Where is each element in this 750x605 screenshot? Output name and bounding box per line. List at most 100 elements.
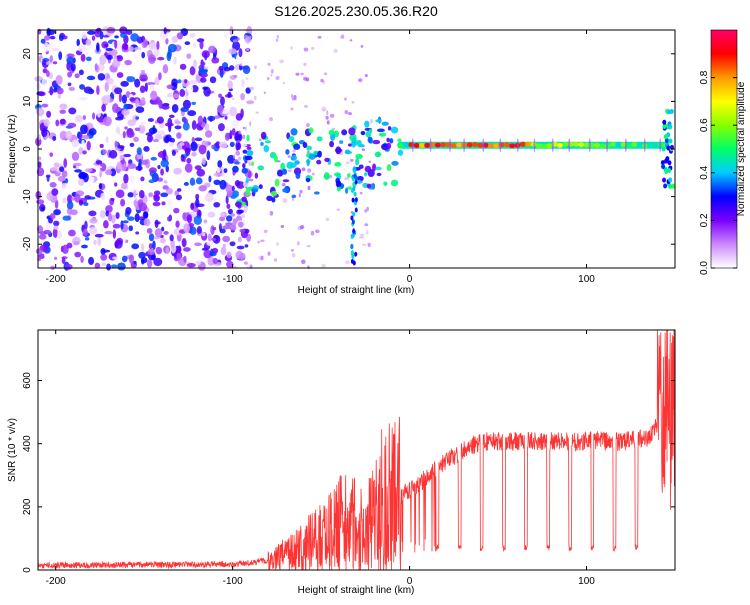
spectrogram-noise-blob: [104, 169, 113, 176]
colorbar-gradient: [711, 30, 737, 268]
spectrogram-noise-blob: [169, 137, 175, 143]
spectrogram-noise-blob: [217, 123, 225, 132]
spectrogram-noise-blob: [326, 110, 329, 116]
spectrogram-noise-blob: [67, 122, 77, 128]
spectrogram-noise-blob: [123, 173, 129, 184]
spectrogram-noise-blob: [114, 35, 119, 39]
spectrogram-noise-blob: [105, 210, 110, 217]
spectrogram-noise-blob: [224, 132, 230, 141]
spectrogram-x-ticks: -200 -100 0 100: [46, 30, 595, 285]
carrier-segment: [594, 142, 601, 148]
spectrogram-noise-blob: [200, 77, 207, 83]
carrier-segment: [572, 141, 579, 147]
spectrogram-transition-blob: [242, 163, 246, 169]
spectrogram-transition-blob: [378, 132, 387, 137]
spectrogram-noise-blob: [189, 226, 197, 235]
spectrogram-x-tick-label: -200: [46, 274, 66, 285]
snr-x-tick-label: -200: [46, 576, 66, 587]
spectrogram-noise-blob: [225, 215, 233, 222]
spectrogram-noise-blob: [290, 107, 294, 111]
spectrogram-noise-blob: [138, 158, 142, 168]
spectrogram-noise-blob: [175, 220, 180, 228]
spectrogram-noise-blob: [116, 72, 124, 78]
spectrogram-noise-blob: [175, 194, 182, 201]
carrier-segment: [403, 141, 410, 147]
spectrogram-noise-blob: [74, 73, 80, 79]
spectrogram-noise-blob: [80, 255, 84, 263]
spectrogram-noise-blob: [305, 77, 310, 82]
spectrogram-noise-blob: [237, 209, 244, 214]
spectrogram-noise-blob: [41, 206, 45, 211]
spectrogram-transition-blob: [367, 136, 373, 144]
spectrogram-noise-blob: [104, 44, 109, 48]
colorbar-tick-label: 0.8: [699, 70, 710, 84]
spectrogram-noise-blob: [229, 241, 236, 247]
carrier-spur: [624, 138, 627, 153]
spectrogram-noise-blob: [183, 255, 187, 263]
spectrogram-noise-blob: [53, 209, 61, 216]
spectrogram-noise-blob: [279, 59, 285, 64]
spectrogram-noise-blob: [43, 59, 47, 66]
spectrogram-noise-blob: [293, 95, 297, 99]
spectrogram-noise-blob: [149, 216, 159, 221]
spectrogram-noise-blob: [248, 178, 254, 182]
spectrogram-noise-blob: [347, 112, 352, 116]
spectrogram-transition-blob: [291, 194, 297, 199]
spectrogram-noise-blob: [148, 42, 157, 50]
spectrogram-noise-blob: [126, 130, 135, 138]
spectrogram-noise-blob: [146, 82, 156, 86]
spectrogram-noise-blob: [344, 109, 349, 115]
spectrogram-transition-blob: [335, 180, 342, 188]
spectrogram-noise-blob: [219, 228, 226, 234]
spectrogram-transition-blob: [302, 142, 308, 149]
spectrogram-noise-blob: [260, 255, 264, 261]
spectrogram-noise-blob: [86, 140, 91, 151]
spectrogram-noise-blob: [123, 153, 132, 158]
spectrogram-noise-blob: [74, 193, 81, 203]
spectrogram-noise-blob: [71, 197, 76, 201]
spectrogram-noise-blob: [225, 184, 233, 193]
spectrogram-noise-blob: [194, 165, 202, 171]
spectrogram-edge-blob: [661, 164, 666, 170]
spectrogram-noise-blob: [290, 249, 294, 252]
spectrogram-noise-blob: [78, 178, 85, 187]
spectrogram-noise-blob: [300, 72, 304, 76]
spectrogram-transition-blob: [352, 228, 356, 234]
spectrogram-transition-blob: [372, 139, 381, 145]
spectrogram-noise-blob: [51, 47, 61, 52]
spectrogram-noise-blob: [38, 234, 47, 240]
spectrogram-noise-blob: [46, 70, 50, 78]
spectrogram-noise-blob: [154, 77, 160, 86]
spectrogram-noise-blob: [36, 199, 45, 205]
carrier-segment: [487, 143, 494, 149]
spectrogram-noise-blob: [110, 168, 117, 177]
spectrogram-noise-blob: [94, 262, 101, 269]
spectrogram-transition-blob: [341, 129, 348, 136]
snr-y-tick-label: 0: [22, 567, 33, 573]
spectrogram-noise-blob: [167, 198, 173, 208]
carrier-segment: [477, 142, 484, 148]
spectrogram-transition-blob: [245, 177, 249, 184]
spectrogram-transition-blob: [390, 179, 399, 187]
spectrogram-transition-blob: [353, 191, 357, 197]
spectrogram-noise-blob: [121, 255, 128, 263]
spectrogram-noise-blob: [58, 34, 64, 42]
spectrogram-noise-blob: [124, 126, 128, 130]
spectrogram-noise-blob: [321, 264, 326, 268]
spectrogram-noise-blob: [167, 93, 174, 98]
spectrogram-noise-blob: [344, 97, 347, 101]
spectrogram-transition-blob: [351, 197, 355, 203]
spectrogram-noise-blob: [267, 76, 270, 81]
spectrogram-transition-blob: [245, 188, 251, 196]
spectrogram-transition-blob: [352, 260, 356, 266]
spectrogram-noise-blob: [176, 188, 182, 192]
spectrogram-noise-blob: [166, 51, 172, 62]
spectrogram-noise-blob: [345, 260, 350, 265]
spectrogram-noise-blob: [120, 80, 129, 87]
spectrogram-noise-blob: [219, 212, 226, 218]
spectrogram-transition-blob: [381, 121, 389, 126]
spectrogram-noise-blob: [171, 78, 178, 87]
spectrogram-noise-blob: [333, 48, 338, 53]
spectrogram-transition-blob: [375, 119, 382, 123]
spectrogram-noise-blob: [245, 77, 249, 80]
